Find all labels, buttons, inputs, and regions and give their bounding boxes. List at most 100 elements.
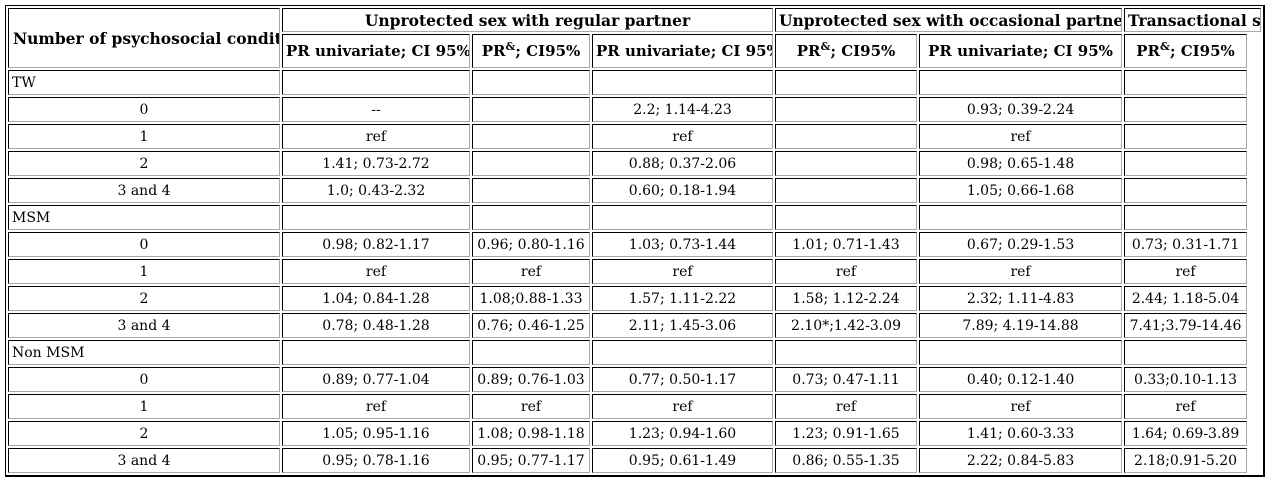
pr-ci-value-cell: 7.41;3.79-14.46 xyxy=(1124,313,1248,338)
subheader-text: ; CI95% xyxy=(515,42,581,60)
pr-ci-value-cell: ref xyxy=(592,394,774,419)
data-row: 1 ref ref ref ref ref ref xyxy=(8,394,1261,419)
pr-ci-value-cell: 2.10*;1.42-3.09 xyxy=(775,313,918,338)
empty-cell xyxy=(472,340,590,365)
pr-ci-value-cell: 0.40; 0.12-1.40 xyxy=(919,367,1123,392)
data-row: 2 1.05; 0.95-1.16 1.08; 0.98-1.18 1.23; 0.9… xyxy=(8,421,1261,446)
empty-value-cell xyxy=(1124,124,1248,149)
subheader-pr-univariate: PR univariate; CI 95% xyxy=(592,34,774,68)
condition-count-cell: 0 xyxy=(8,232,280,257)
pr-ci-value-cell: 2.32; 1.11-4.83 xyxy=(919,286,1123,311)
condition-count-cell: 3 and 4 xyxy=(8,448,280,473)
data-row: 2 1.04; 0.84-1.28 1.08;0.88-1.33 1.57; 1.11… xyxy=(8,286,1261,311)
empty-cell xyxy=(592,205,774,230)
pr-ci-value-cell: 0.73; 0.47-1.11 xyxy=(775,367,918,392)
data-row: 3 and 4 1.0; 0.43-2.32 0.60; 0.18-1.94 1.05… xyxy=(8,178,1261,203)
pr-ci-value-cell: ref xyxy=(1124,394,1248,419)
empty-value-cell xyxy=(1124,97,1248,122)
empty-cell xyxy=(919,340,1123,365)
pr-ci-value-cell: 0.76; 0.46-1.25 xyxy=(472,313,590,338)
condition-count-cell: 3 and 4 xyxy=(8,313,280,338)
subheader-text: PR xyxy=(481,42,506,60)
empty-value-cell xyxy=(1124,151,1248,176)
subheader-pr-adjusted: PR&; CI95% xyxy=(472,34,590,68)
section-label-cell: TW xyxy=(8,70,280,95)
subheader-text: PR univariate; CI 95% xyxy=(596,42,774,60)
pr-ci-value-cell: ref xyxy=(472,394,590,419)
corner-header-cell: Number of psychosocial conditions xyxy=(8,8,280,68)
empty-cell xyxy=(1124,340,1248,365)
empty-value-cell xyxy=(472,97,590,122)
pr-ci-value-cell: ref xyxy=(592,259,774,284)
group-header-row: Number of psychosocial conditions Unprot… xyxy=(8,8,1261,68)
pr-ci-value-cell: 0.95; 0.77-1.17 xyxy=(472,448,590,473)
data-row: 3 and 4 0.78; 0.48-1.28 0.76; 0.46-1.25 2.1… xyxy=(8,313,1261,338)
data-row: 0 -- 2.2; 1.14-4.23 0.93; 0.39-2.24 xyxy=(8,97,1261,122)
pr-ci-value-cell: 0.96; 0.80-1.16 xyxy=(472,232,590,257)
empty-cell xyxy=(592,70,774,95)
subheader-text: PR xyxy=(1136,42,1161,60)
condition-count-cell: 1 xyxy=(8,259,280,284)
pr-ci-value-cell: ref xyxy=(592,124,774,149)
group-header-transactional-sex: Transactional sex xyxy=(1124,8,1261,32)
pr-ci-value-cell: 2.2; 1.14-4.23 xyxy=(592,97,774,122)
pr-ci-value-cell: 2.22; 0.84-5.83 xyxy=(919,448,1123,473)
subheader-row: PR univariate; CI 95% PR&; CI95% PR univar… xyxy=(8,34,1261,68)
pr-ci-value-cell: 1.41; 0.73-2.72 xyxy=(282,151,470,176)
section-label-cell: Non MSM xyxy=(8,340,280,365)
pr-ci-value-cell: 0.86; 0.55-1.35 xyxy=(775,448,918,473)
subheader-pr-univariate: PR univariate; CI 95% xyxy=(282,34,470,68)
pr-ci-value-cell: 0.88; 0.37-2.06 xyxy=(592,151,774,176)
pr-ci-value-cell: 0.67; 0.29-1.53 xyxy=(919,232,1123,257)
condition-count-cell: 1 xyxy=(8,394,280,419)
pr-ci-value-cell: 2.11; 1.45-3.06 xyxy=(592,313,774,338)
data-row: 0 0.89; 0.77-1.04 0.89; 0.76-1.03 0.77; 0.5… xyxy=(8,367,1261,392)
data-row: 1 ref ref ref ref ref ref xyxy=(8,259,1261,284)
empty-cell xyxy=(592,340,774,365)
condition-count-cell: 3 and 4 xyxy=(8,178,280,203)
empty-value-cell xyxy=(472,178,590,203)
data-row: 2 1.41; 0.73-2.72 0.88; 0.37-2.06 0.98; 0.6… xyxy=(8,151,1261,176)
pr-ci-value-cell: 1.23; 0.94-1.60 xyxy=(592,421,774,446)
psychosocial-conditions-results-table: Number of psychosocial conditions Unprot… xyxy=(5,5,1265,477)
ampersand-superscript: & xyxy=(1160,40,1170,53)
pr-ci-value-cell: 0.78; 0.48-1.28 xyxy=(282,313,470,338)
subheader-text: PR xyxy=(796,42,821,60)
pr-ci-value-cell: ref xyxy=(472,259,590,284)
group-header-occasional-partners: Unprotected sex with occasional partners xyxy=(775,8,1123,32)
pr-ci-value-cell: 0.89; 0.77-1.04 xyxy=(282,367,470,392)
pr-ci-value-cell: ref xyxy=(919,259,1123,284)
subheader-text: ; CI95% xyxy=(1169,42,1235,60)
section-label-cell: MSM xyxy=(8,205,280,230)
pr-ci-value-cell: ref xyxy=(775,394,918,419)
pr-ci-value-cell: 0.73; 0.31-1.71 xyxy=(1124,232,1248,257)
empty-cell xyxy=(472,70,590,95)
section-row: TW xyxy=(8,70,1261,95)
data-row: 3 and 4 0.95; 0.78-1.16 0.95; 0.77-1.17 0.9… xyxy=(8,448,1261,473)
empty-cell xyxy=(775,70,918,95)
condition-count-cell: 0 xyxy=(8,97,280,122)
subheader-text: PR univariate; CI 95% xyxy=(286,42,470,60)
pr-ci-value-cell: 1.08;0.88-1.33 xyxy=(472,286,590,311)
empty-value-cell xyxy=(472,124,590,149)
empty-cell xyxy=(472,205,590,230)
condition-count-cell: 1 xyxy=(8,124,280,149)
pr-ci-value-cell: ref xyxy=(282,124,470,149)
pr-ci-value-cell: 1.08; 0.98-1.18 xyxy=(472,421,590,446)
pr-ci-value-cell: 0.77; 0.50-1.17 xyxy=(592,367,774,392)
condition-count-cell: 2 xyxy=(8,421,280,446)
pr-ci-value-cell: 2.44; 1.18-5.04 xyxy=(1124,286,1248,311)
pr-ci-value-cell: 1.64; 0.69-3.89 xyxy=(1124,421,1248,446)
pr-ci-value-cell: 1.01; 0.71-1.43 xyxy=(775,232,918,257)
pr-ci-value-cell: ref xyxy=(282,259,470,284)
condition-count-cell: 2 xyxy=(8,286,280,311)
section-row: MSM xyxy=(8,205,1261,230)
pr-ci-value-cell: -- xyxy=(282,97,470,122)
subheader-pr-adjusted: PR&; CI95% xyxy=(1124,34,1248,68)
pr-ci-value-cell: 1.0; 0.43-2.32 xyxy=(282,178,470,203)
pr-ci-value-cell: 1.04; 0.84-1.28 xyxy=(282,286,470,311)
pr-ci-value-cell: 0.98; 0.82-1.17 xyxy=(282,232,470,257)
pr-ci-value-cell: ref xyxy=(775,259,918,284)
subheader-pr-univariate: PR univariate; CI 95% xyxy=(919,34,1123,68)
empty-value-cell xyxy=(775,151,918,176)
